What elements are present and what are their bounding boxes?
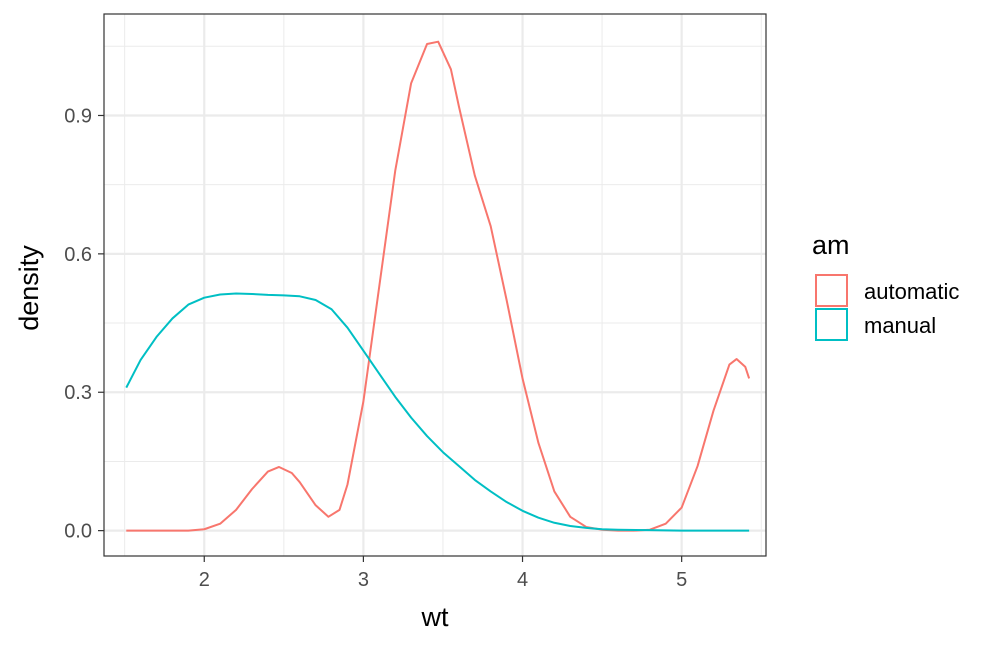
legend: am automatic manual xyxy=(812,230,959,341)
y-tick-label: 0.0 xyxy=(64,521,92,543)
legend-items: automatic manual xyxy=(815,274,959,341)
x-axis-title: wt xyxy=(421,602,449,632)
panel-border xyxy=(103,13,767,557)
series-line-automatic xyxy=(126,40,751,532)
series-layer xyxy=(125,40,751,532)
y-tick-label: 0.6 xyxy=(64,244,92,266)
y-axis-title: density xyxy=(14,245,44,331)
minor-gridlines xyxy=(104,14,766,556)
y-axis-ticks: 0.0 0.3 0.6 0.9 xyxy=(64,105,104,543)
x-tick-label: 3 xyxy=(358,569,369,591)
y-tick-label: 0.9 xyxy=(64,105,92,127)
y-tick-label: 0.3 xyxy=(64,382,92,404)
x-axis-ticks: 2 3 4 5 xyxy=(199,556,687,591)
legend-label-automatic: automatic xyxy=(864,279,959,304)
x-tick-label: 4 xyxy=(517,569,528,591)
x-tick-label: 2 xyxy=(199,569,210,591)
legend-key-automatic xyxy=(815,274,848,307)
legend-key-manual xyxy=(815,308,848,341)
legend-title: am xyxy=(812,230,850,260)
x-tick-label: 5 xyxy=(676,569,687,591)
series-line-manual xyxy=(125,292,750,532)
legend-label-manual: manual xyxy=(864,313,936,338)
